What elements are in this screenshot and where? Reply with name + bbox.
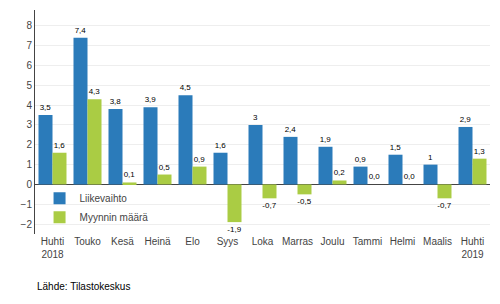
svg-text:7,4: 7,4 [75, 26, 87, 35]
svg-text:3: 3 [253, 113, 258, 122]
svg-text:3,9: 3,9 [145, 95, 157, 104]
svg-text:Tammi: Tammi [353, 236, 382, 247]
svg-text:Maalis: Maalis [423, 236, 452, 247]
svg-text:2: 2 [26, 139, 32, 150]
svg-text:1: 1 [428, 153, 433, 162]
svg-text:1,6: 1,6 [54, 141, 66, 150]
svg-text:1,6: 1,6 [215, 141, 227, 150]
svg-text:1: 1 [26, 159, 32, 170]
svg-text:Joulu: Joulu [321, 236, 345, 247]
svg-text:0: 0 [26, 179, 32, 190]
svg-text:1,3: 1,3 [474, 147, 486, 156]
svg-text:-0,5: -0,5 [297, 197, 311, 206]
svg-text:0,0: 0,0 [404, 172, 416, 181]
svg-text:1,9: 1,9 [320, 135, 332, 144]
svg-text:Myynnin määrä: Myynnin määrä [80, 212, 149, 223]
svg-text:6: 6 [26, 60, 32, 71]
svg-text:4,3: 4,3 [89, 87, 101, 96]
svg-text:-0,7: -0,7 [262, 201, 276, 210]
svg-text:0,1: 0,1 [124, 170, 136, 179]
svg-text:0,5: 0,5 [159, 163, 171, 172]
svg-text:5: 5 [26, 80, 32, 91]
svg-text:Helmi: Helmi [390, 236, 416, 247]
svg-text:Huhti2019: Huhti2019 [461, 236, 484, 260]
svg-text:Loka: Loka [252, 236, 274, 247]
svg-text:1,5: 1,5 [390, 143, 402, 152]
svg-text:0,9: 0,9 [355, 155, 367, 164]
svg-text:0,0: 0,0 [369, 172, 381, 181]
svg-text:Marras: Marras [282, 236, 313, 247]
svg-text:3,8: 3,8 [110, 97, 122, 106]
svg-text:Kesä: Kesä [111, 236, 134, 247]
svg-text:-1,9: -1,9 [227, 225, 241, 234]
svg-text:3: 3 [26, 119, 32, 130]
svg-text:−2: −2 [21, 219, 33, 230]
svg-text:2,9: 2,9 [460, 115, 472, 124]
svg-text:Huhti2018: Huhti2018 [41, 236, 64, 260]
svg-text:-0,7: -0,7 [437, 201, 451, 210]
svg-text:Lähde: Tilastokeskus: Lähde: Tilastokeskus [37, 281, 130, 292]
svg-text:0,9: 0,9 [194, 155, 206, 164]
svg-text:Elo: Elo [185, 236, 200, 247]
svg-text:Liikevaihto: Liikevaihto [80, 193, 128, 204]
svg-text:4: 4 [26, 100, 32, 111]
svg-text:Touko: Touko [74, 236, 101, 247]
svg-text:0,2: 0,2 [334, 168, 346, 177]
svg-text:Syys: Syys [217, 236, 239, 247]
svg-text:2,4: 2,4 [285, 125, 297, 134]
svg-text:3,5: 3,5 [40, 103, 52, 112]
svg-text:7: 7 [26, 40, 32, 51]
svg-text:Heinä: Heinä [144, 236, 171, 247]
svg-text:8: 8 [26, 20, 32, 31]
svg-text:4,5: 4,5 [180, 83, 192, 92]
svg-text:−1: −1 [21, 199, 33, 210]
